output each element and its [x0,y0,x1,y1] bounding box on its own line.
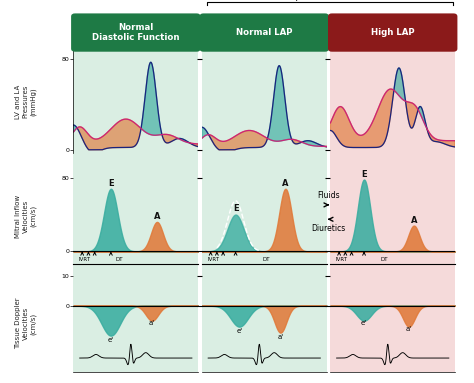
Text: a': a' [277,334,283,340]
Text: IVRT: IVRT [79,257,91,262]
Text: e': e' [108,337,114,342]
Text: DT: DT [116,257,123,262]
Text: Fluids: Fluids [317,192,340,200]
Text: DT: DT [263,257,271,262]
Text: IVRT: IVRT [336,257,347,262]
Text: Impaired Relaxation: Impaired Relaxation [284,0,375,1]
Text: Normal
Diastolic Function: Normal Diastolic Function [92,23,180,42]
Text: LV and LA
Pressures
(mmHg): LV and LA Pressures (mmHg) [16,84,36,119]
Text: E: E [108,179,114,188]
Text: a': a' [406,326,412,332]
Text: High LAP: High LAP [371,28,415,37]
Text: e': e' [361,320,367,326]
Text: Diuretics: Diuretics [311,224,346,233]
Text: E: E [361,170,367,179]
Text: Normal LAP: Normal LAP [236,28,292,37]
Text: e': e' [236,327,242,334]
Text: a': a' [149,320,155,326]
Text: Mitral Inflow
Velocities
(cm/s): Mitral Inflow Velocities (cm/s) [16,195,36,238]
Text: Tissue Doppler
Velocities
(cm/s): Tissue Doppler Velocities (cm/s) [16,298,36,349]
Text: A: A [282,179,289,188]
Text: IVRT: IVRT [207,257,219,262]
Text: A: A [410,216,417,225]
Text: DT: DT [380,257,388,262]
Text: A: A [154,212,160,221]
Text: E: E [233,204,238,213]
